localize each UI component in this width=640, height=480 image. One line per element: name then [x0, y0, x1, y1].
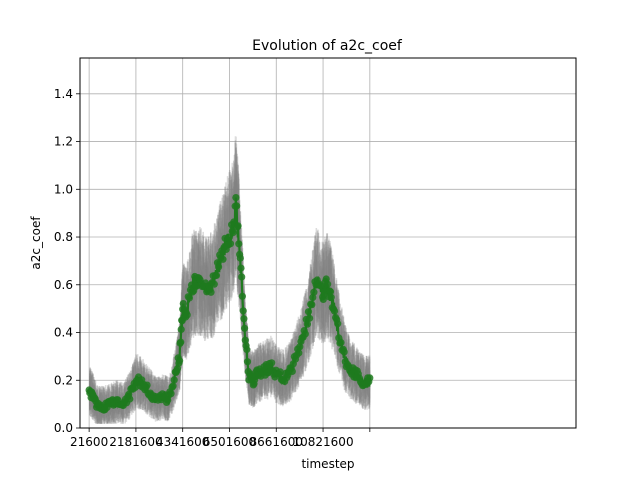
mean-point	[173, 364, 182, 373]
grid	[80, 58, 576, 429]
mean-point	[215, 263, 223, 271]
mean-series	[85, 194, 374, 414]
y-tick-label: 1.2	[54, 135, 73, 149]
y-tick-label: 0.2	[54, 373, 73, 387]
raw-trace-line	[89, 150, 371, 424]
x-tick-label: 4341600	[156, 435, 209, 449]
x-axis-label: timestep	[301, 457, 354, 471]
mean-point	[241, 336, 249, 344]
y-tick-label: 0.4	[54, 326, 73, 340]
mean-point	[176, 357, 184, 365]
y-tick-label: 0.0	[54, 421, 73, 435]
mean-point	[310, 288, 318, 296]
x-tick-label: 10821600	[293, 435, 354, 449]
mean-point	[295, 349, 303, 357]
mean-point	[126, 395, 134, 403]
y-axis-label: a2c_coef	[29, 216, 43, 270]
mean-point	[324, 280, 332, 288]
y-tick-label: 0.6	[54, 278, 73, 292]
mean-point	[237, 264, 245, 272]
y-tick-label: 0.8	[54, 230, 73, 244]
mean-point	[337, 338, 345, 347]
mean-point	[229, 229, 237, 237]
raw-trace-line	[89, 168, 371, 424]
mean-point	[288, 367, 296, 375]
mean-point	[212, 271, 221, 279]
x-tick-label: 21600	[70, 435, 108, 449]
mean-point	[304, 308, 313, 316]
mean-point	[238, 273, 246, 281]
plot-frame	[79, 57, 577, 429]
mean-point	[240, 315, 248, 323]
mean-point	[235, 240, 243, 248]
mean-point	[268, 359, 276, 367]
y-axis: 0.0 0.2 0.4 0.6 0.8 1.0 1.2 1.4	[54, 87, 80, 435]
mean-point	[301, 330, 309, 338]
y-tick-label: 1.0	[54, 182, 73, 196]
x-axis: 21600 21816004341600650160086616001082160…	[70, 428, 371, 449]
mean-point	[226, 240, 235, 248]
mean-point	[366, 374, 374, 382]
mean-point	[236, 254, 244, 262]
mean-point	[170, 376, 178, 384]
mean-point	[308, 301, 316, 309]
mean-point	[330, 307, 339, 315]
mean-point	[183, 311, 191, 319]
mean-point	[177, 338, 185, 346]
mean-point	[241, 324, 249, 332]
mean-point	[233, 202, 241, 210]
mean-point	[326, 288, 335, 296]
mean-point	[207, 288, 215, 296]
x-tick-label: 2181600	[109, 435, 162, 449]
mean-point	[327, 293, 335, 301]
mean-point	[306, 314, 314, 322]
mean-point	[143, 381, 151, 389]
mean-point	[169, 382, 177, 390]
mean-point	[177, 325, 185, 333]
mean-point	[219, 255, 227, 263]
mean-point	[243, 345, 251, 354]
mean-point	[232, 194, 240, 202]
mean-point	[238, 292, 246, 300]
x-tick-label: 8661600	[250, 435, 303, 449]
x-tick-label: 6501600	[203, 435, 256, 449]
mean-point	[340, 348, 348, 356]
mean-point	[210, 280, 218, 288]
chart-title: Evolution of a2c_coef	[252, 38, 403, 54]
mean-point	[334, 320, 342, 328]
mean-point	[167, 390, 175, 398]
mean-point	[234, 222, 242, 230]
raw-trace-line	[89, 136, 371, 424]
mean-point	[243, 358, 252, 366]
mean-point	[179, 300, 187, 308]
mean-point	[276, 368, 284, 376]
mean-point	[239, 307, 247, 315]
mean-point	[317, 282, 326, 290]
y-tick-label: 1.4	[54, 87, 73, 101]
mean-point	[185, 294, 193, 302]
mean-point	[303, 320, 311, 328]
